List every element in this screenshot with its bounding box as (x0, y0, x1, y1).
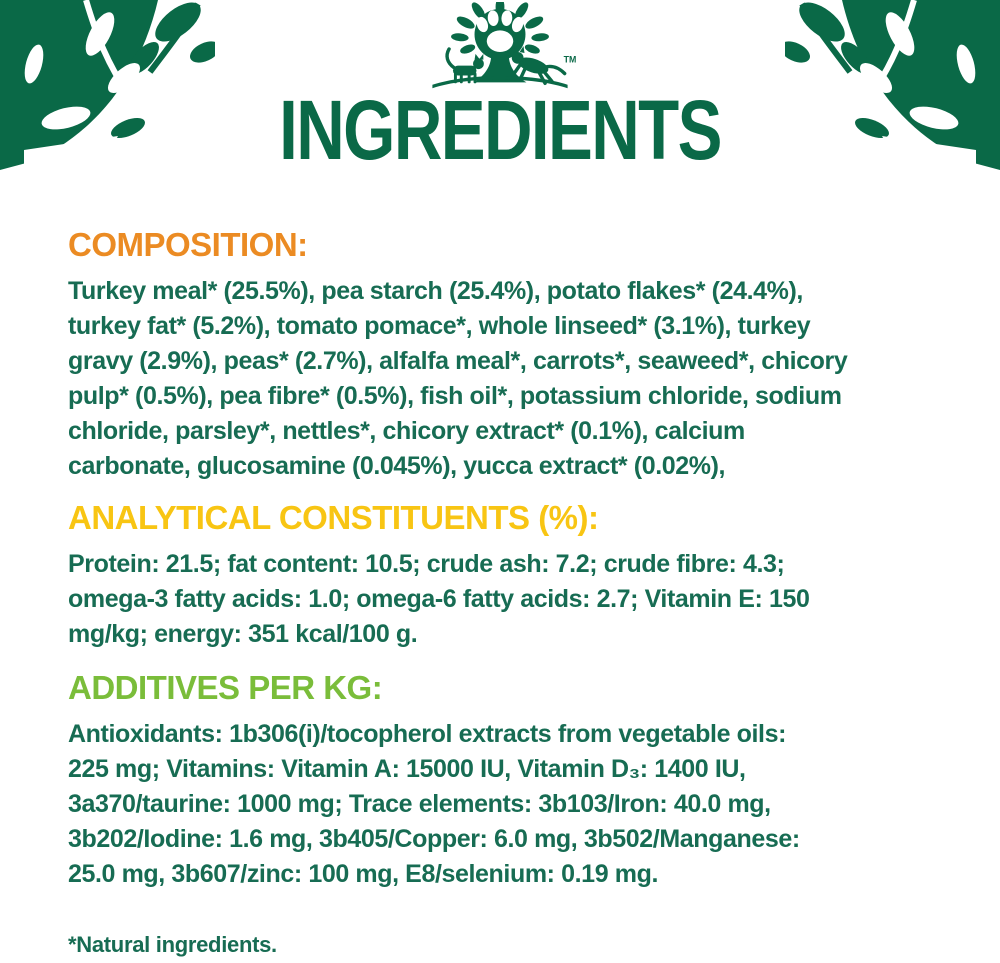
page-title: INGREDIENTS (279, 83, 722, 177)
header: TM INGREDIENTS (0, 0, 1000, 185)
additives-per-kg-heading: ADDITIVES PER KG: (68, 669, 383, 706)
trademark-symbol: TM (564, 55, 577, 65)
leaf-ornament-right-icon (785, 0, 1000, 172)
analytical-constituents-text: Protein: 21.5; fat content: 10.5; crude … (68, 550, 810, 648)
composition-heading: COMPOSITION: (68, 226, 308, 263)
brand-logo: TM (0, 0, 1000, 103)
leaf-ornament-left-icon (0, 0, 215, 172)
label-content: COMPOSITION: Turkey meal* (25.5%), pea s… (0, 226, 1000, 958)
additives-per-kg-text: Antioxidants: 1b306(i)/tocopherol extrac… (68, 720, 800, 888)
natural-ingredients-footnote: *Natural ingredients. (68, 932, 277, 957)
tree-paw-cat-dog-logo-icon: TM (432, 0, 577, 89)
composition-text: Turkey meal* (25.5%), pea starch (25.4%)… (68, 277, 848, 480)
analytical-constituents-heading: ANALYTICAL CONSTITUENTS (%): (68, 499, 599, 536)
